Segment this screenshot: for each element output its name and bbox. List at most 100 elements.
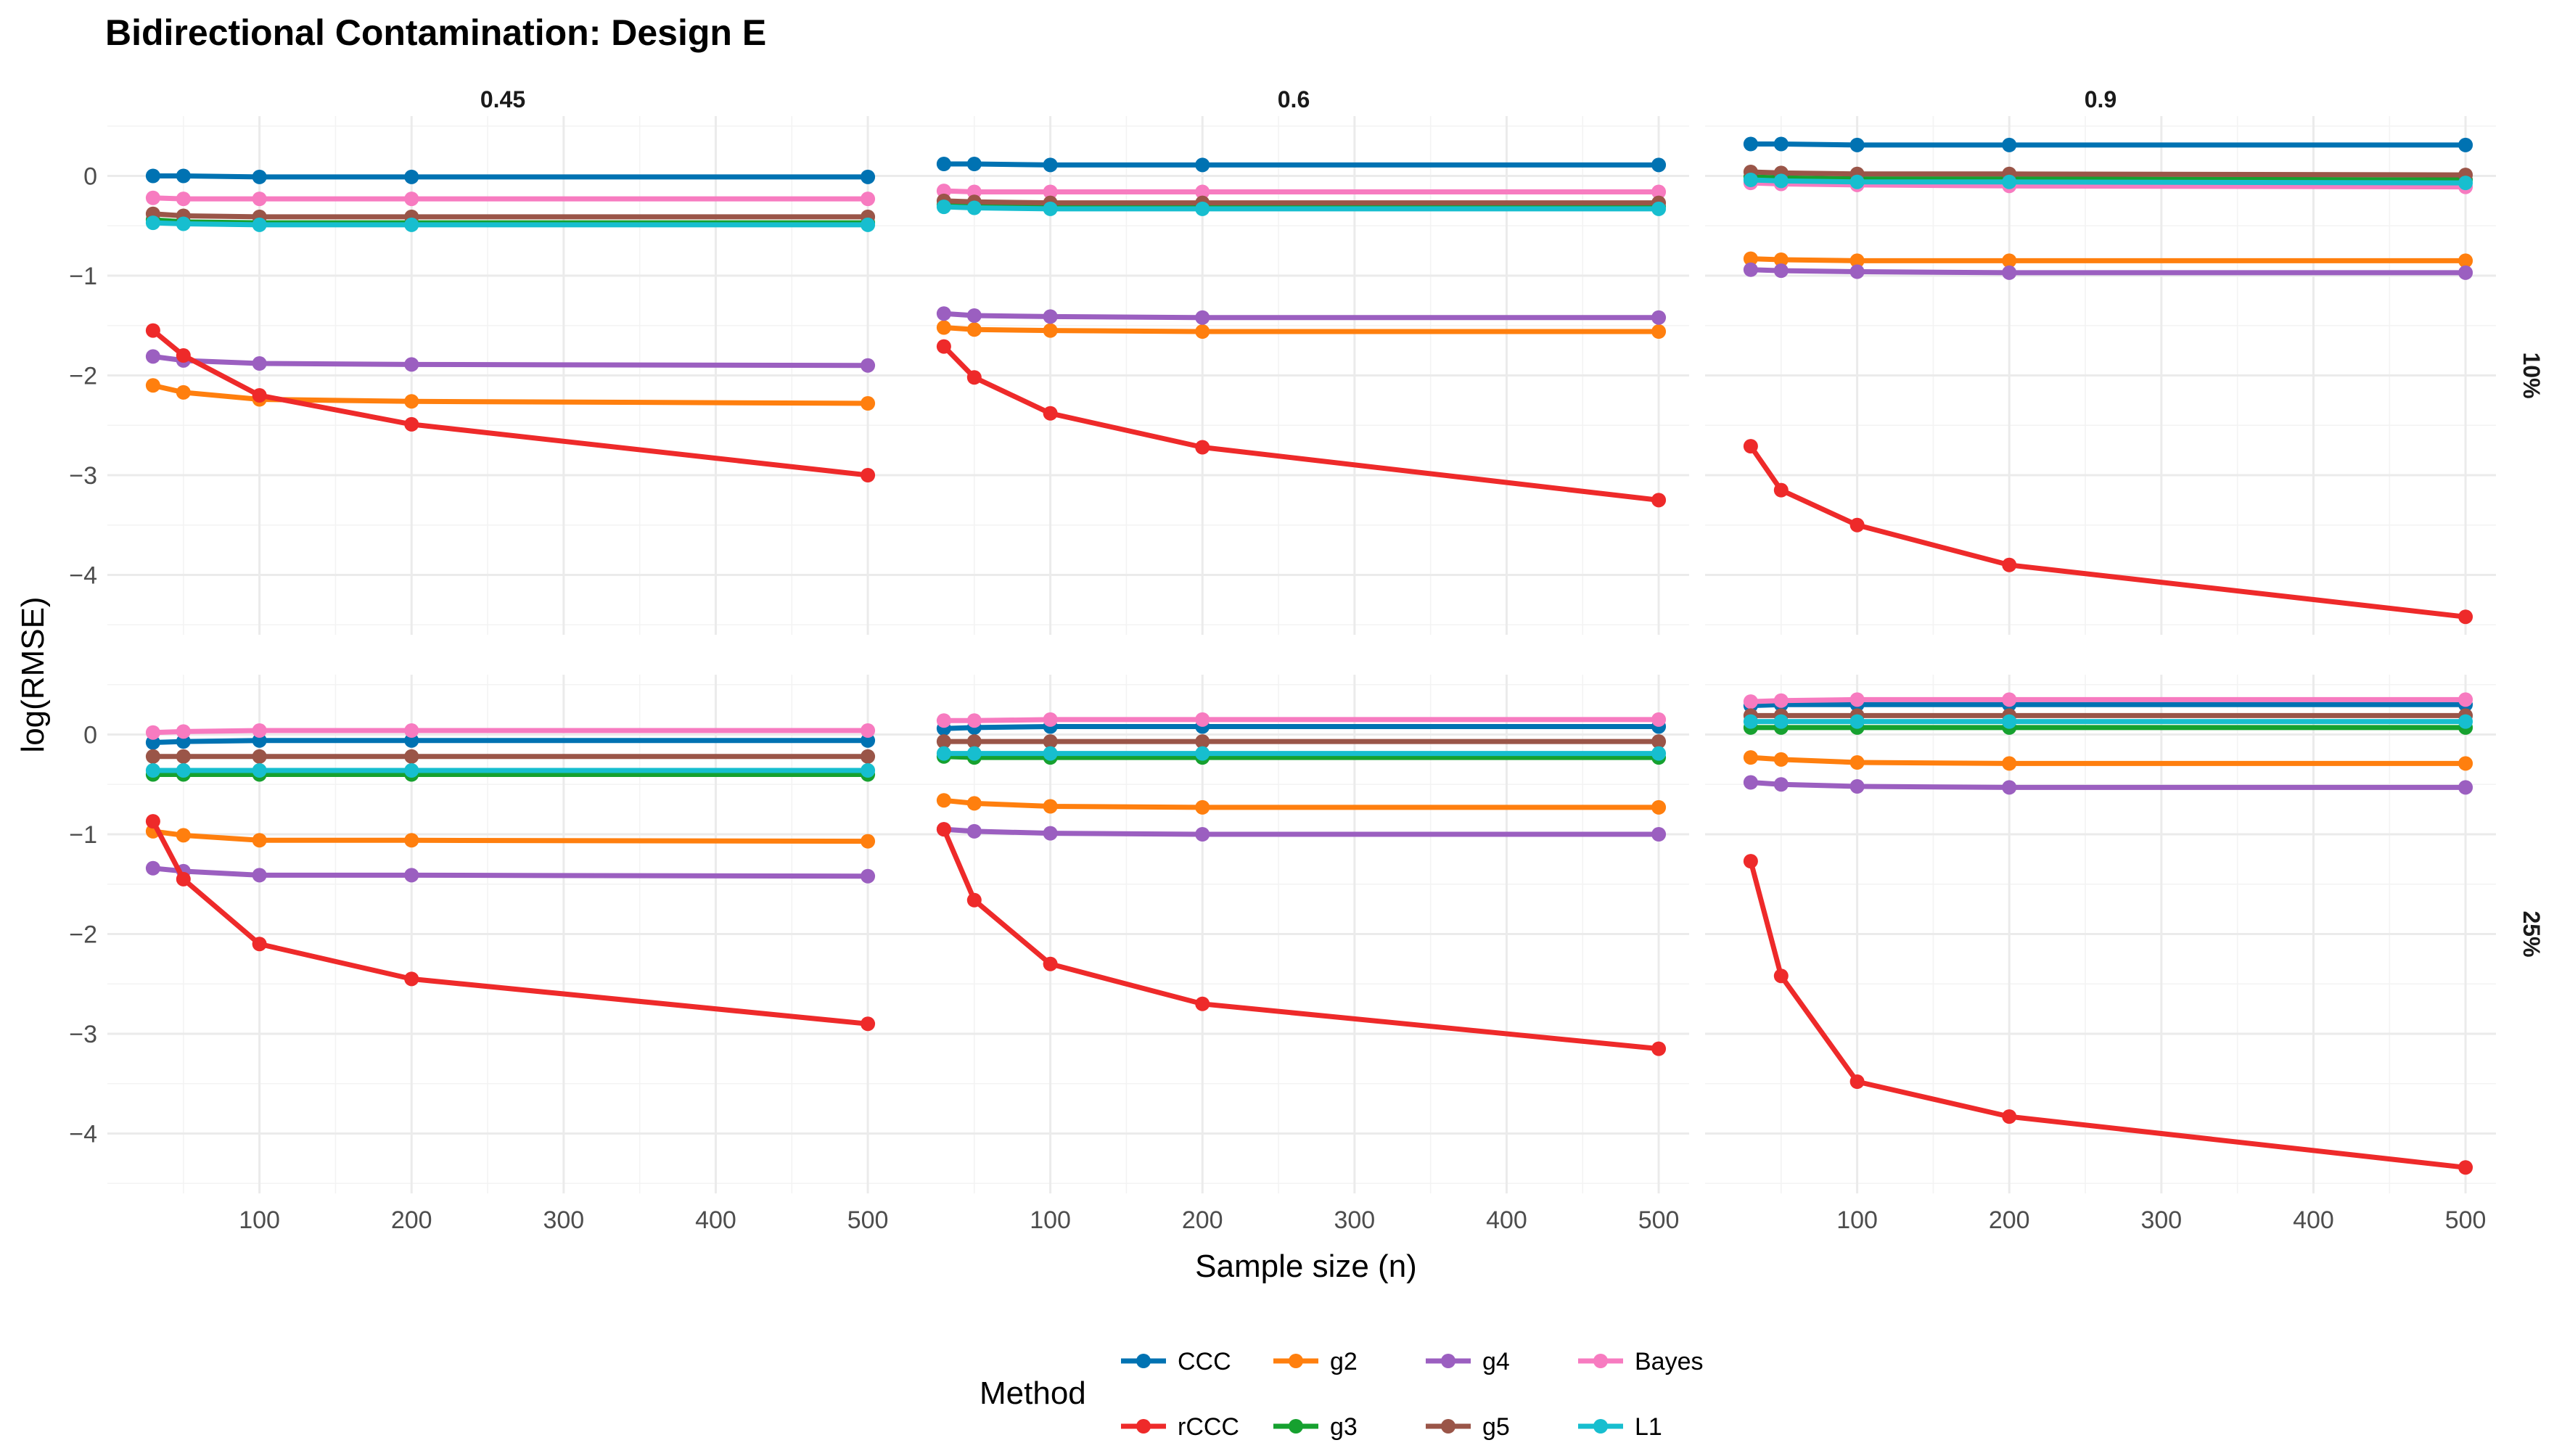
x-axis-title: Sample size (n) <box>1195 1249 1417 1284</box>
data-point <box>936 157 951 171</box>
data-point <box>1743 854 1758 869</box>
series-l1 <box>1743 714 2473 729</box>
data-point <box>1743 439 1758 454</box>
data-point <box>1043 746 1058 761</box>
data-point <box>1651 734 1667 749</box>
data-point <box>936 822 951 837</box>
data-point <box>404 868 419 883</box>
data-point <box>966 184 982 200</box>
data-point <box>176 763 191 778</box>
data-point <box>1043 712 1058 727</box>
data-point <box>1743 694 1758 710</box>
series-g2 <box>936 320 1667 339</box>
legend-label: L1 <box>1635 1413 1662 1441</box>
data-point <box>176 871 191 887</box>
x-tick-label: 400 <box>695 1206 736 1234</box>
data-point <box>861 217 876 232</box>
data-point <box>936 793 951 808</box>
data-point <box>176 734 191 749</box>
data-point <box>1651 799 1667 815</box>
data-point <box>1043 184 1058 200</box>
data-point <box>2458 692 2473 707</box>
data-point <box>1849 137 1865 152</box>
data-point <box>252 749 267 764</box>
y-tick-label: −4 <box>69 1121 97 1148</box>
series-g4 <box>1743 775 2473 795</box>
data-point <box>404 833 419 848</box>
data-point <box>1773 752 1789 767</box>
data-point <box>404 217 419 232</box>
data-point <box>176 384 191 400</box>
data-point <box>1773 482 1789 498</box>
series-rccc <box>936 822 1667 1056</box>
y-tick-label: −1 <box>69 821 97 849</box>
data-point <box>1743 775 1758 790</box>
legend-label: CCC <box>1178 1348 1231 1375</box>
data-point <box>404 971 419 987</box>
data-point <box>252 169 267 184</box>
data-point <box>966 157 982 171</box>
series-rccc <box>936 339 1667 508</box>
x-tick-label: 300 <box>543 1206 584 1234</box>
series-bayes <box>145 190 876 207</box>
data-point <box>145 860 160 876</box>
series-rccc <box>1743 854 2473 1175</box>
data-point <box>1043 406 1058 421</box>
data-point <box>1651 310 1667 325</box>
legend-label: g3 <box>1330 1413 1358 1441</box>
series-rccc <box>145 323 876 482</box>
x-tick-label: 200 <box>1182 1206 1223 1234</box>
data-point <box>404 733 419 748</box>
row-facet-label: 10% <box>2518 352 2545 398</box>
x-tick-label: 400 <box>2293 1206 2334 1234</box>
series-l1 <box>145 763 876 778</box>
series-rccc <box>1743 439 2473 625</box>
data-point <box>1849 517 1865 532</box>
data-point <box>1743 714 1758 729</box>
data-point <box>145 168 160 184</box>
data-point <box>145 814 160 829</box>
x-tick-label: 400 <box>1486 1206 1527 1234</box>
data-point <box>2002 780 2017 795</box>
data-point <box>145 735 160 750</box>
legend-item-g2: g2 <box>1273 1348 1358 1375</box>
series-g5 <box>145 749 876 764</box>
data-point <box>861 468 876 482</box>
data-point <box>966 308 982 323</box>
data-point <box>145 323 160 338</box>
data-point <box>1743 136 1758 152</box>
legend-item-g3: g3 <box>1273 1413 1358 1441</box>
data-point <box>1849 174 1865 189</box>
data-point <box>1651 1041 1667 1056</box>
data-point <box>936 184 951 199</box>
data-point <box>966 322 982 337</box>
data-point <box>966 746 982 761</box>
data-point <box>2458 1160 2473 1175</box>
data-point <box>404 749 419 764</box>
series-bayes <box>145 723 876 740</box>
series-g2 <box>1743 251 2473 268</box>
legend-label: g5 <box>1482 1413 1510 1441</box>
data-point <box>2458 756 2473 771</box>
data-point <box>966 796 982 811</box>
data-point <box>252 356 267 371</box>
data-point <box>1773 693 1789 708</box>
data-point <box>252 868 267 883</box>
legend-key-point <box>1593 1354 1608 1368</box>
data-point <box>936 320 951 335</box>
data-point <box>1773 136 1789 152</box>
data-point <box>861 169 876 184</box>
data-point <box>861 192 876 207</box>
data-point <box>1849 714 1865 729</box>
data-point <box>252 733 267 748</box>
data-point <box>2458 137 2473 152</box>
data-point <box>861 733 876 748</box>
data-point <box>936 339 951 354</box>
data-point <box>1043 309 1058 324</box>
data-point <box>1043 157 1058 173</box>
column-facet-label: 0.9 <box>2085 86 2116 112</box>
facet-panel: 100 200 300 400 500 <box>1705 675 2496 1234</box>
data-point <box>2002 253 2017 268</box>
data-point <box>1849 779 1865 794</box>
data-point <box>1743 173 1758 187</box>
